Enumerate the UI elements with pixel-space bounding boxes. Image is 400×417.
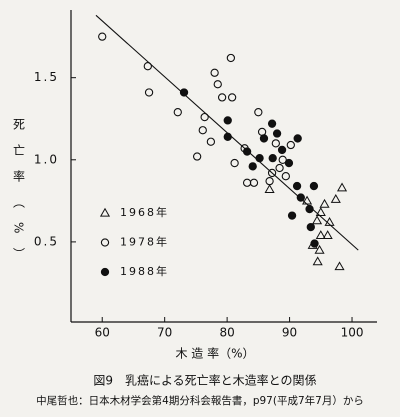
y-tick-label: 1.5 — [34, 70, 59, 84]
data-point — [319, 198, 330, 208]
data-point — [223, 116, 232, 125]
x-tick-label: 100 — [341, 326, 364, 340]
data-point — [144, 88, 154, 97]
data-point — [267, 119, 277, 128]
data-point — [242, 178, 252, 187]
data-point — [277, 145, 287, 155]
trend-line — [95, 14, 359, 251]
data-point — [278, 155, 287, 164]
data-point — [259, 134, 269, 143]
caption: 図9 乳癌による死亡率と木造率との関係 — [93, 373, 316, 388]
y-tick-label: 1.0 — [34, 152, 59, 166]
data-point — [301, 195, 313, 205]
x-axis-label: 木 造 率（%） — [175, 346, 254, 361]
data-point — [227, 93, 237, 102]
source: 中尾哲也：日本木材学会第4期分科会報告書，p97(平成7年7月）から — [36, 394, 364, 407]
data-point — [242, 147, 252, 156]
data-point — [226, 53, 236, 63]
data-point — [322, 230, 333, 239]
data-point — [275, 163, 284, 173]
data-point — [198, 126, 207, 135]
data-point — [310, 239, 319, 248]
legend-label: 1978年 — [120, 235, 169, 249]
data-point — [334, 261, 345, 271]
data-point — [271, 139, 280, 148]
data-point — [213, 80, 222, 89]
data-point — [287, 211, 297, 220]
data-point — [230, 158, 239, 168]
data-point — [311, 215, 323, 225]
data-point — [330, 193, 341, 203]
data-point — [284, 158, 294, 168]
data-point — [248, 162, 257, 171]
data-point — [264, 184, 275, 193]
x-tick-label: 70 — [157, 326, 172, 340]
data-point — [200, 112, 209, 122]
legend-marker — [99, 207, 111, 217]
data-point — [173, 108, 182, 117]
data-point — [292, 181, 302, 191]
data-point — [255, 153, 264, 163]
data-point — [309, 181, 319, 191]
data-point — [314, 244, 325, 254]
legend-marker — [100, 238, 110, 247]
data-point — [223, 132, 232, 141]
data-point — [98, 32, 107, 41]
legend-marker — [100, 267, 110, 277]
data-point — [272, 129, 282, 138]
data-point — [249, 178, 259, 187]
data-point — [192, 152, 202, 161]
x-tick-label: 90 — [282, 326, 297, 340]
x-tick-label: 60 — [95, 326, 110, 340]
data-point — [324, 216, 335, 226]
data-point — [179, 88, 189, 97]
x-tick-label: 80 — [219, 326, 234, 340]
data-point — [296, 193, 305, 202]
data-point — [210, 68, 219, 77]
data-point — [315, 207, 326, 216]
data-point — [293, 134, 302, 143]
data-point — [306, 222, 315, 232]
data-point — [336, 182, 348, 192]
data-point — [305, 204, 314, 214]
legend-label: 1988年 — [120, 264, 169, 278]
data-point — [267, 168, 277, 178]
data-point — [268, 153, 277, 163]
y-tick-label: 0.5 — [34, 234, 59, 248]
data-point — [286, 140, 295, 150]
data-point — [265, 176, 274, 186]
legend-label: 1968年 — [120, 205, 169, 219]
data-point — [254, 108, 263, 117]
data-point — [206, 137, 216, 146]
data-point — [315, 230, 326, 239]
data-point — [217, 93, 227, 102]
data-point — [312, 256, 323, 266]
y-axis-label: 死亡率（%） — [12, 118, 26, 273]
data-point — [143, 62, 152, 71]
data-point — [281, 172, 290, 181]
